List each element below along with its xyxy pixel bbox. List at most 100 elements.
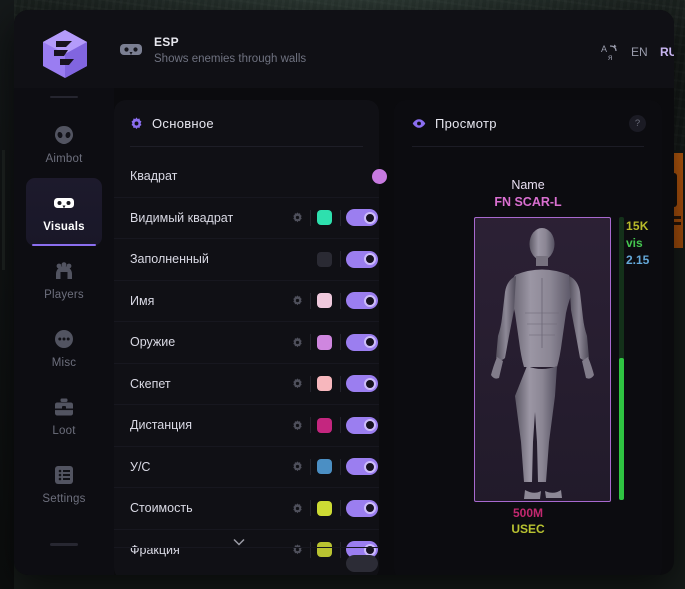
esp-visibility-label: vis <box>626 236 643 250</box>
color-swatch[interactable] <box>317 210 332 226</box>
setting-label: Скепет <box>130 376 171 391</box>
svg-text:A: A <box>601 44 607 54</box>
setting-row-kvadrat: Квадрат Обычный <box>114 156 470 197</box>
goggles-icon <box>54 197 74 208</box>
cube-logo-icon <box>43 30 87 78</box>
sidebar: Aimbot Visuals Play <box>14 88 114 575</box>
setting-label: Заполненный <box>130 252 209 267</box>
toggle-switch[interactable] <box>346 209 378 227</box>
gear-icon[interactable] <box>292 295 303 306</box>
toggle-switch[interactable] <box>346 375 378 393</box>
settings-card-header: Основное <box>130 116 214 131</box>
preview-card: Просмотр ? Name FN SCAR-L <box>394 100 662 575</box>
setting-row-distance: Дистанция <box>114 404 379 446</box>
settings-card-rule <box>130 146 363 147</box>
toggle-switch[interactable] <box>346 541 378 559</box>
sidebar-divider <box>50 96 78 98</box>
sidebar-item-label: Visuals <box>43 220 85 233</box>
settings-card: Основное Квадрат Обычный Видимый квадрат <box>114 100 470 575</box>
esp-health-label: 15K <box>626 219 649 233</box>
sidebar-bottom-handle <box>50 543 78 546</box>
gear-icon[interactable] <box>292 503 303 514</box>
gear-icon[interactable] <box>292 212 303 223</box>
toggle-switch[interactable] <box>346 555 378 572</box>
toggle-switch[interactable] <box>346 416 378 434</box>
color-swatch[interactable] <box>317 376 332 392</box>
sidebar-item-players[interactable]: Players <box>14 246 114 314</box>
gear-icon[interactable] <box>292 420 303 431</box>
sidebar-item-aimbot[interactable]: Aimbot <box>14 110 114 178</box>
chevron-down-icon[interactable] <box>232 535 246 549</box>
gear-icon <box>131 117 142 130</box>
module-title: ESP <box>154 35 179 49</box>
esp-name-label: Name <box>511 178 545 192</box>
toggle-switch[interactable] <box>346 333 378 351</box>
color-swatch[interactable] <box>372 168 387 184</box>
sidebar-item-misc[interactable]: Misc <box>14 314 114 382</box>
setting-row-filled: Заполненный <box>114 238 379 280</box>
esp-player-box <box>474 217 611 502</box>
setting-label: Стоимость <box>130 501 193 516</box>
briefcase-icon <box>55 398 73 415</box>
setting-row-faction: Фракция <box>114 528 379 571</box>
esp-distance-label: 2.15 <box>626 253 650 267</box>
translate-icon[interactable]: A я <box>601 43 621 61</box>
sidebar-item-visuals[interactable]: Visuals <box>26 178 102 246</box>
preview-card-header: Просмотр <box>412 116 497 131</box>
setting-row-cost: Стоимость <box>114 487 379 529</box>
color-swatch[interactable] <box>317 500 332 516</box>
toggle-switch[interactable] <box>346 250 378 268</box>
language-en-button[interactable]: EN <box>631 45 648 59</box>
color-swatch[interactable] <box>317 293 332 309</box>
setting-row-skeleton: Скепет <box>114 362 379 405</box>
sidebar-item-label: Misc <box>51 356 77 369</box>
toggle-switch[interactable] <box>346 292 378 310</box>
toggle-switch[interactable] <box>346 458 378 476</box>
color-swatch[interactable] <box>317 334 332 350</box>
gear-icon[interactable] <box>292 378 303 389</box>
setting-label: Дистанция <box>130 418 193 433</box>
toggle-switch[interactable] <box>346 499 378 517</box>
setting-label: Имя <box>130 293 155 308</box>
vr-goggles-icon <box>120 44 142 55</box>
preview-card-rule <box>412 146 644 147</box>
gear-icon[interactable] <box>292 461 303 472</box>
sidebar-item-label: Aimbot <box>45 152 83 165</box>
window-header: ESP Shows enemies through walls A я EN R… <box>14 10 674 88</box>
player-model <box>491 228 594 499</box>
sidebar-item-loot[interactable]: Loot <box>14 382 114 450</box>
cheat-menu-window: ESP Shows enemies through walls A я EN R… <box>14 10 674 575</box>
color-swatch[interactable] <box>317 417 332 433</box>
sidebar-item-label: Settings <box>42 492 86 505</box>
setting-row-health-armor: У/С <box>114 445 379 488</box>
language-ru-button[interactable]: RU <box>660 45 674 59</box>
setting-label: Квадрат <box>130 169 178 184</box>
preview-card-title: Просмотр <box>435 116 497 131</box>
esp-weapon-label: FN SCAR-L <box>494 195 562 209</box>
color-swatch[interactable] <box>317 542 332 558</box>
color-swatch[interactable] <box>317 251 332 267</box>
esp-cost-label: 500M <box>512 506 544 520</box>
setting-label: Оружие <box>130 335 176 350</box>
desktop-left-strip <box>0 0 14 589</box>
setting-label: Видимый квадрат <box>130 210 234 225</box>
color-swatch[interactable] <box>317 459 332 475</box>
users-icon <box>56 261 72 280</box>
list-icon <box>55 465 73 484</box>
sidebar-nav: Aimbot Visuals Play <box>14 110 114 518</box>
eye-icon <box>412 119 426 128</box>
module-subtitle: Shows enemies through walls <box>154 53 307 65</box>
setting-row-visible-box: Видимый квадрат <box>114 196 379 239</box>
sidebar-item-settings[interactable]: Settings <box>14 450 114 518</box>
setting-label: У/С <box>130 459 151 474</box>
settings-rows: Квадрат Обычный Видимый квадрат Заполнен… <box>114 156 470 571</box>
esp-health-bar-fill <box>619 358 624 500</box>
setting-row-name: Имя <box>114 279 379 322</box>
gear-icon[interactable] <box>292 337 303 348</box>
background-orange-edge-element <box>671 153 683 248</box>
sidebar-item-label: Loot <box>52 424 76 437</box>
dots-icon <box>55 329 73 348</box>
sidebar-item-label: Players <box>44 288 84 301</box>
help-button[interactable]: ? <box>629 115 646 132</box>
setting-row-weapon: Оружие <box>114 321 379 363</box>
